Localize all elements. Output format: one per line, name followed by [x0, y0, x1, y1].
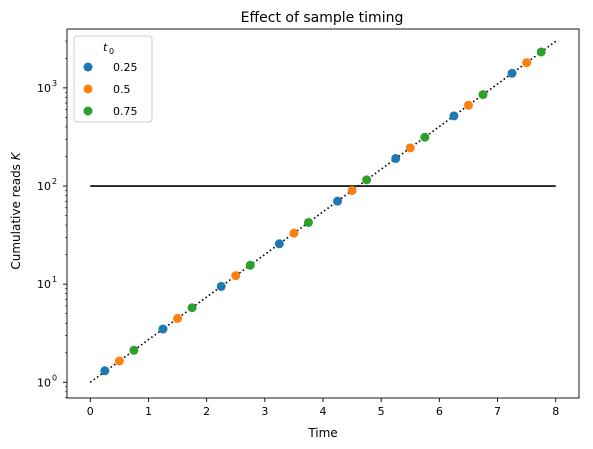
- legend-marker-1: [83, 84, 93, 94]
- point-series-0-3: [274, 239, 284, 249]
- y-tick-label-exp-1: 1: [52, 275, 57, 284]
- point-series-1-4: [347, 186, 357, 196]
- y-tick-label-exp-2: 2: [52, 177, 57, 186]
- x-tick-label-5: 5: [378, 405, 385, 418]
- y-axis-label-var: K: [9, 151, 23, 160]
- point-series-0-5: [391, 154, 401, 164]
- point-series-0-7: [507, 68, 517, 78]
- y-tick-label-exp-3: 3: [52, 79, 57, 88]
- point-series-1-7: [522, 58, 532, 68]
- point-series-1-2: [231, 271, 241, 281]
- y-tick-label-3: 10: [37, 82, 51, 95]
- legend-title-sub: 0: [109, 47, 114, 56]
- x-tick-label-1: 1: [145, 405, 152, 418]
- legend-marker-0: [83, 62, 93, 72]
- y-tick-label-0: 10: [37, 376, 51, 389]
- point-series-1-0: [114, 356, 124, 366]
- x-tick-label-2: 2: [203, 405, 210, 418]
- y-tick-label-exp-0: 0: [52, 373, 57, 382]
- x-axis: 0 1 2 3 4 5 6 7 8: [87, 398, 559, 418]
- point-series-2-1: [187, 303, 197, 313]
- point-series-1-1: [173, 313, 183, 323]
- legend-label-0: 0.25: [113, 61, 138, 74]
- x-tick-label-8: 8: [552, 405, 559, 418]
- point-series-1-3: [289, 228, 299, 238]
- point-series-2-2: [245, 260, 255, 270]
- point-series-0-4: [333, 196, 343, 206]
- x-tick-label-7: 7: [494, 405, 501, 418]
- point-series-2-3: [303, 217, 313, 227]
- y-axis-label: Cumulative reads K: [9, 151, 23, 269]
- legend: t 0 0.25 0.5 0.75: [73, 35, 153, 123]
- point-series-0-6: [449, 111, 459, 121]
- y-tick-label-1: 10: [37, 278, 51, 291]
- point-series-2-6: [478, 90, 488, 100]
- point-series-1-6: [463, 100, 473, 110]
- point-series-2-7: [536, 47, 546, 57]
- legend-title: t: [103, 41, 108, 54]
- point-series-2-4: [362, 175, 372, 185]
- chart-title: Effect of sample timing: [241, 10, 404, 26]
- legend-marker-2: [83, 106, 93, 116]
- x-axis-label: Time: [307, 426, 337, 440]
- point-series-2-0: [129, 345, 139, 355]
- point-series-0-1: [158, 324, 168, 334]
- x-tick-label-6: 6: [436, 405, 443, 418]
- legend-label-1: 0.5: [113, 83, 131, 96]
- plot-area: [66, 28, 580, 399]
- point-series-0-0: [100, 366, 110, 376]
- y-axis-label-text: Cumulative reads: [9, 164, 23, 270]
- point-series-1-5: [405, 143, 415, 153]
- x-tick-label-3: 3: [261, 405, 268, 418]
- x-tick-label-4: 4: [320, 405, 327, 418]
- x-tick-label-0: 0: [87, 405, 94, 418]
- legend-box: [73, 35, 153, 123]
- point-series-0-2: [216, 281, 226, 291]
- y-tick-label-2: 10: [37, 180, 51, 193]
- legend-label-2: 0.75: [113, 105, 138, 118]
- point-series-2-5: [420, 132, 430, 142]
